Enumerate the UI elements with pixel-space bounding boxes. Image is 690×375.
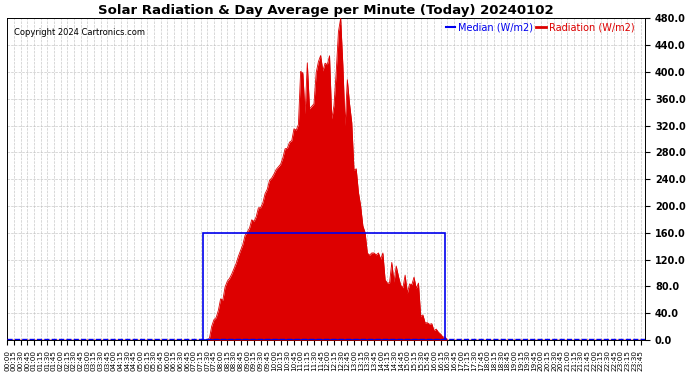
Bar	[203, 233, 445, 340]
Text: Copyright 2024 Cartronics.com: Copyright 2024 Cartronics.com	[14, 28, 144, 37]
Title: Solar Radiation & Day Average per Minute (Today) 20240102: Solar Radiation & Day Average per Minute…	[99, 4, 554, 17]
Legend: Median (W/m2), Radiation (W/m2): Median (W/m2), Radiation (W/m2)	[442, 19, 638, 37]
